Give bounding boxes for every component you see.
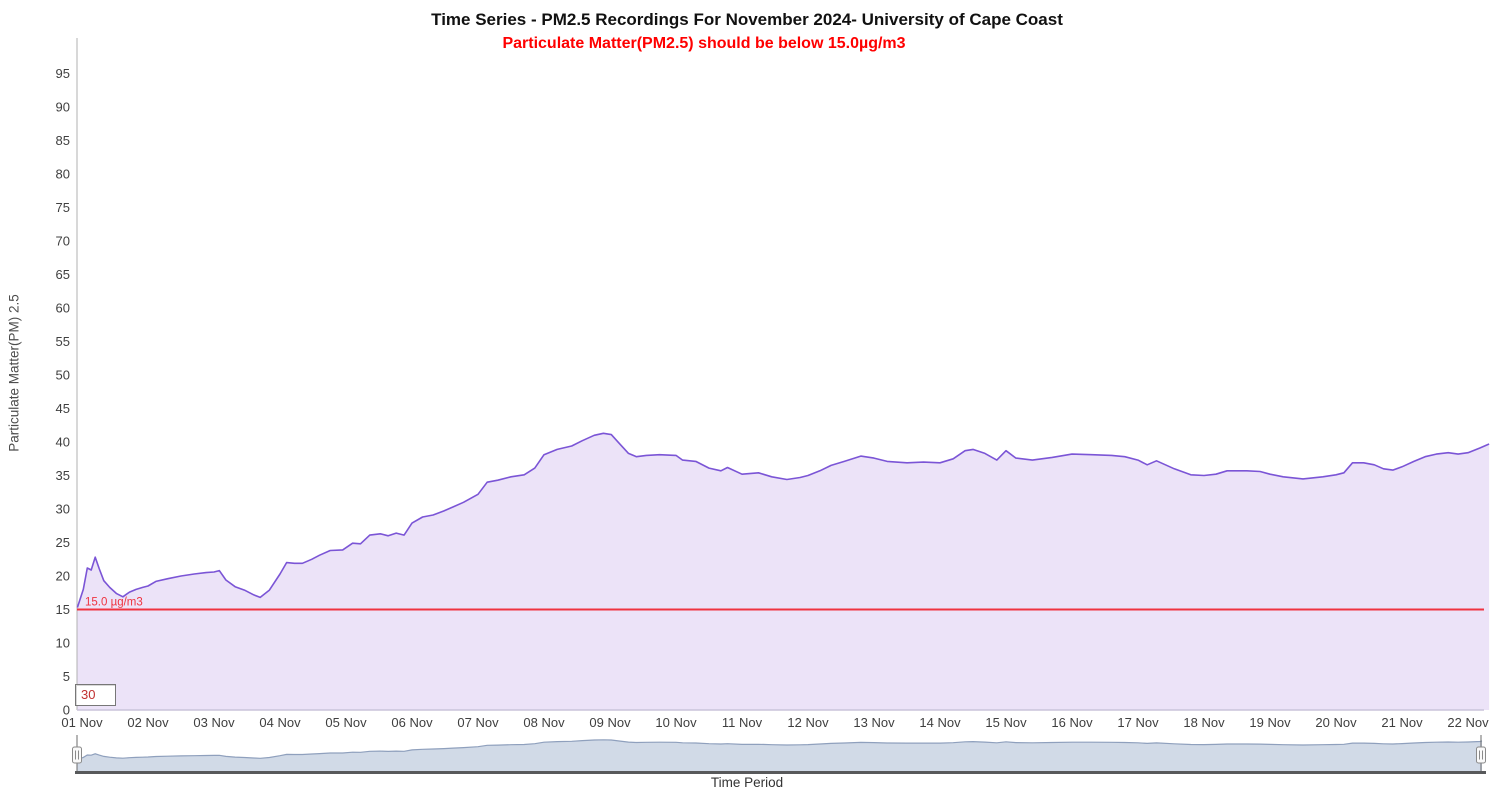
navigator-line xyxy=(77,739,1483,760)
x-tick-label: 11 Nov xyxy=(722,715,763,730)
y-tick-label: 90 xyxy=(56,100,70,115)
y-tick-label: 20 xyxy=(56,569,70,584)
y-tick-label: 10 xyxy=(56,636,70,651)
x-tick-label: 22 Nov xyxy=(1447,715,1489,730)
y-tick-label: 55 xyxy=(56,334,70,349)
y-tick-label: 30 xyxy=(56,502,70,517)
x-tick-label: 15 Nov xyxy=(985,715,1027,730)
x-tick-label: 19 Nov xyxy=(1249,715,1291,730)
y-tick-label: 85 xyxy=(56,133,70,148)
x-tick-label: 04 Nov xyxy=(259,715,301,730)
x-tick-label: 18 Nov xyxy=(1183,715,1225,730)
x-tick-label: 09 Nov xyxy=(589,715,631,730)
x-tick-label: 12 Nov xyxy=(787,715,829,730)
navigator-track[interactable] xyxy=(77,735,1482,771)
x-tick-label: 17 Nov xyxy=(1117,715,1159,730)
x-axis-title: Time Period xyxy=(710,775,784,790)
navigator-area xyxy=(77,739,1482,771)
pm25-line xyxy=(76,432,1490,608)
y-tick-label: 70 xyxy=(56,234,70,249)
y-tick-label: 60 xyxy=(56,301,70,316)
threshold-input[interactable]: 30 xyxy=(75,684,116,706)
chart-subtitle: Particulate Matter(PM2.5) should be belo… xyxy=(0,35,1408,53)
handle-grip[interactable] xyxy=(72,746,82,764)
x-tick-label: 20 Nov xyxy=(1315,715,1357,730)
x-tick-label: 06 Nov xyxy=(391,715,433,730)
x-tick-label: 10 Nov xyxy=(655,715,697,730)
x-tick-label: 14 Nov xyxy=(919,715,961,730)
pm25-area-fill xyxy=(77,433,1490,710)
y-tick-label: 5 xyxy=(63,669,70,684)
navigator-left-handle[interactable] xyxy=(72,735,82,771)
chart-title: Time Series - PM2.5 Recordings For Novem… xyxy=(431,10,1063,29)
navigator-right-handle[interactable] xyxy=(1476,735,1486,771)
y-tick-label: 40 xyxy=(56,435,70,450)
x-tick-label: 02 Nov xyxy=(127,715,169,730)
plot-area[interactable] xyxy=(77,38,1484,710)
x-tick-label: 08 Nov xyxy=(523,715,565,730)
y-tick-label: 80 xyxy=(56,167,70,182)
y-tick-label: 25 xyxy=(56,535,70,550)
y-tick-label: 35 xyxy=(56,468,70,483)
x-tick-label: 05 Nov xyxy=(325,715,367,730)
handle-grip[interactable] xyxy=(1476,746,1486,764)
y-tick-label: 50 xyxy=(56,368,70,383)
plot-line-label: 15.0 µg/m3 xyxy=(85,597,143,609)
y-tick-label: 45 xyxy=(56,401,70,416)
y-tick-label: 0 xyxy=(63,703,70,718)
y-tick-label: 75 xyxy=(56,200,70,215)
y-tick-label: 15 xyxy=(56,602,70,617)
x-tick-label: 03 Nov xyxy=(193,715,235,730)
x-tick-label: 01 Nov xyxy=(61,715,103,730)
y-tick-label: 95 xyxy=(56,66,70,81)
x-tick-label: 07 Nov xyxy=(457,715,499,730)
x-tick-label: 16 Nov xyxy=(1051,715,1093,730)
x-tick-label: 21 Nov xyxy=(1381,715,1423,730)
y-tick-label: 65 xyxy=(56,267,70,282)
x-tick-label: 13 Nov xyxy=(853,715,895,730)
